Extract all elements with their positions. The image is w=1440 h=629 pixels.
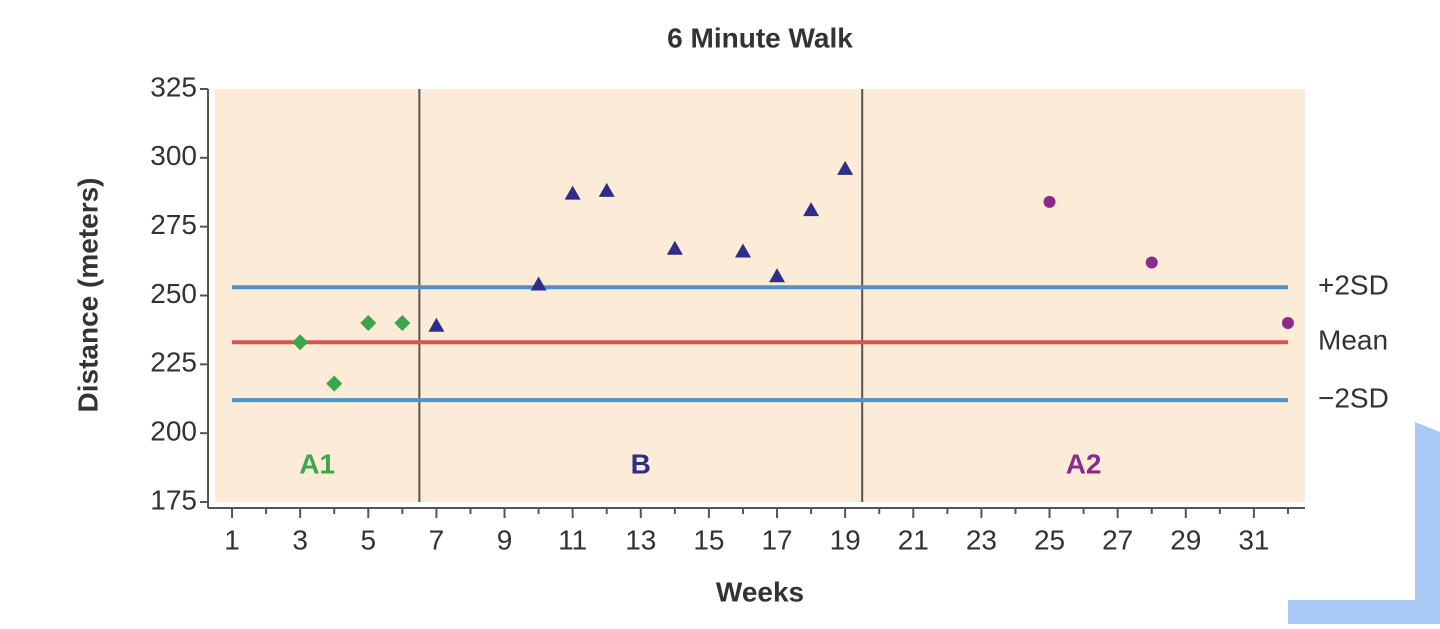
y-tick-label: 300	[150, 140, 197, 171]
data-point	[360, 315, 377, 332]
y-tick-label: 250	[150, 278, 197, 309]
corner-decoration	[1288, 422, 1440, 624]
x-tick-label: 19	[830, 524, 861, 555]
data-point	[530, 276, 547, 291]
data-point	[666, 240, 683, 255]
data-point	[1145, 256, 1158, 269]
data-point	[803, 202, 820, 217]
x-tick-label: 21	[898, 524, 929, 555]
x-tick-label: 15	[693, 524, 724, 555]
x-tick-label: 7	[429, 524, 445, 555]
x-tick-label: 3	[292, 524, 308, 555]
x-tick-label: 13	[625, 524, 656, 555]
reference-label: −2SD	[1318, 383, 1389, 414]
data-point	[769, 268, 786, 283]
data-point	[428, 317, 445, 332]
y-tick-label: 175	[150, 484, 197, 515]
phase-label: B	[631, 448, 651, 479]
y-tick-label: 275	[150, 209, 197, 240]
reference-label: Mean	[1318, 325, 1388, 356]
x-tick-label: 1	[224, 524, 240, 555]
y-tick-label: 225	[150, 347, 197, 378]
y-tick-label: 200	[150, 416, 197, 447]
x-tick-label: 23	[966, 524, 997, 555]
chart-title: 6 Minute Walk	[667, 22, 853, 53]
phase-label: A1	[299, 448, 335, 479]
x-tick-label: 11	[558, 524, 587, 555]
x-tick-label: 27	[1102, 524, 1133, 555]
x-tick-label: 29	[1170, 524, 1201, 555]
y-tick-label: 325	[150, 71, 197, 102]
x-tick-label: 17	[761, 524, 792, 555]
data-point	[326, 375, 343, 392]
data-point	[564, 185, 581, 200]
data-point	[292, 334, 309, 351]
y-axis-label: Distance (meters)	[72, 178, 103, 413]
reference-label: +2SD	[1318, 270, 1389, 301]
data-point	[734, 243, 751, 258]
data-point	[394, 315, 411, 332]
plot-background	[215, 89, 1305, 502]
phase-label: A2	[1066, 448, 1102, 479]
x-tick-label: 5	[360, 524, 376, 555]
x-tick-label: 9	[497, 524, 513, 555]
data-point	[598, 182, 615, 197]
data-point	[1281, 317, 1294, 330]
x-axis-label: Weeks	[716, 576, 804, 607]
data-point	[837, 160, 854, 175]
x-tick-label: 31	[1238, 524, 1269, 555]
x-tick-label: 25	[1034, 524, 1065, 555]
data-point	[1043, 195, 1056, 208]
